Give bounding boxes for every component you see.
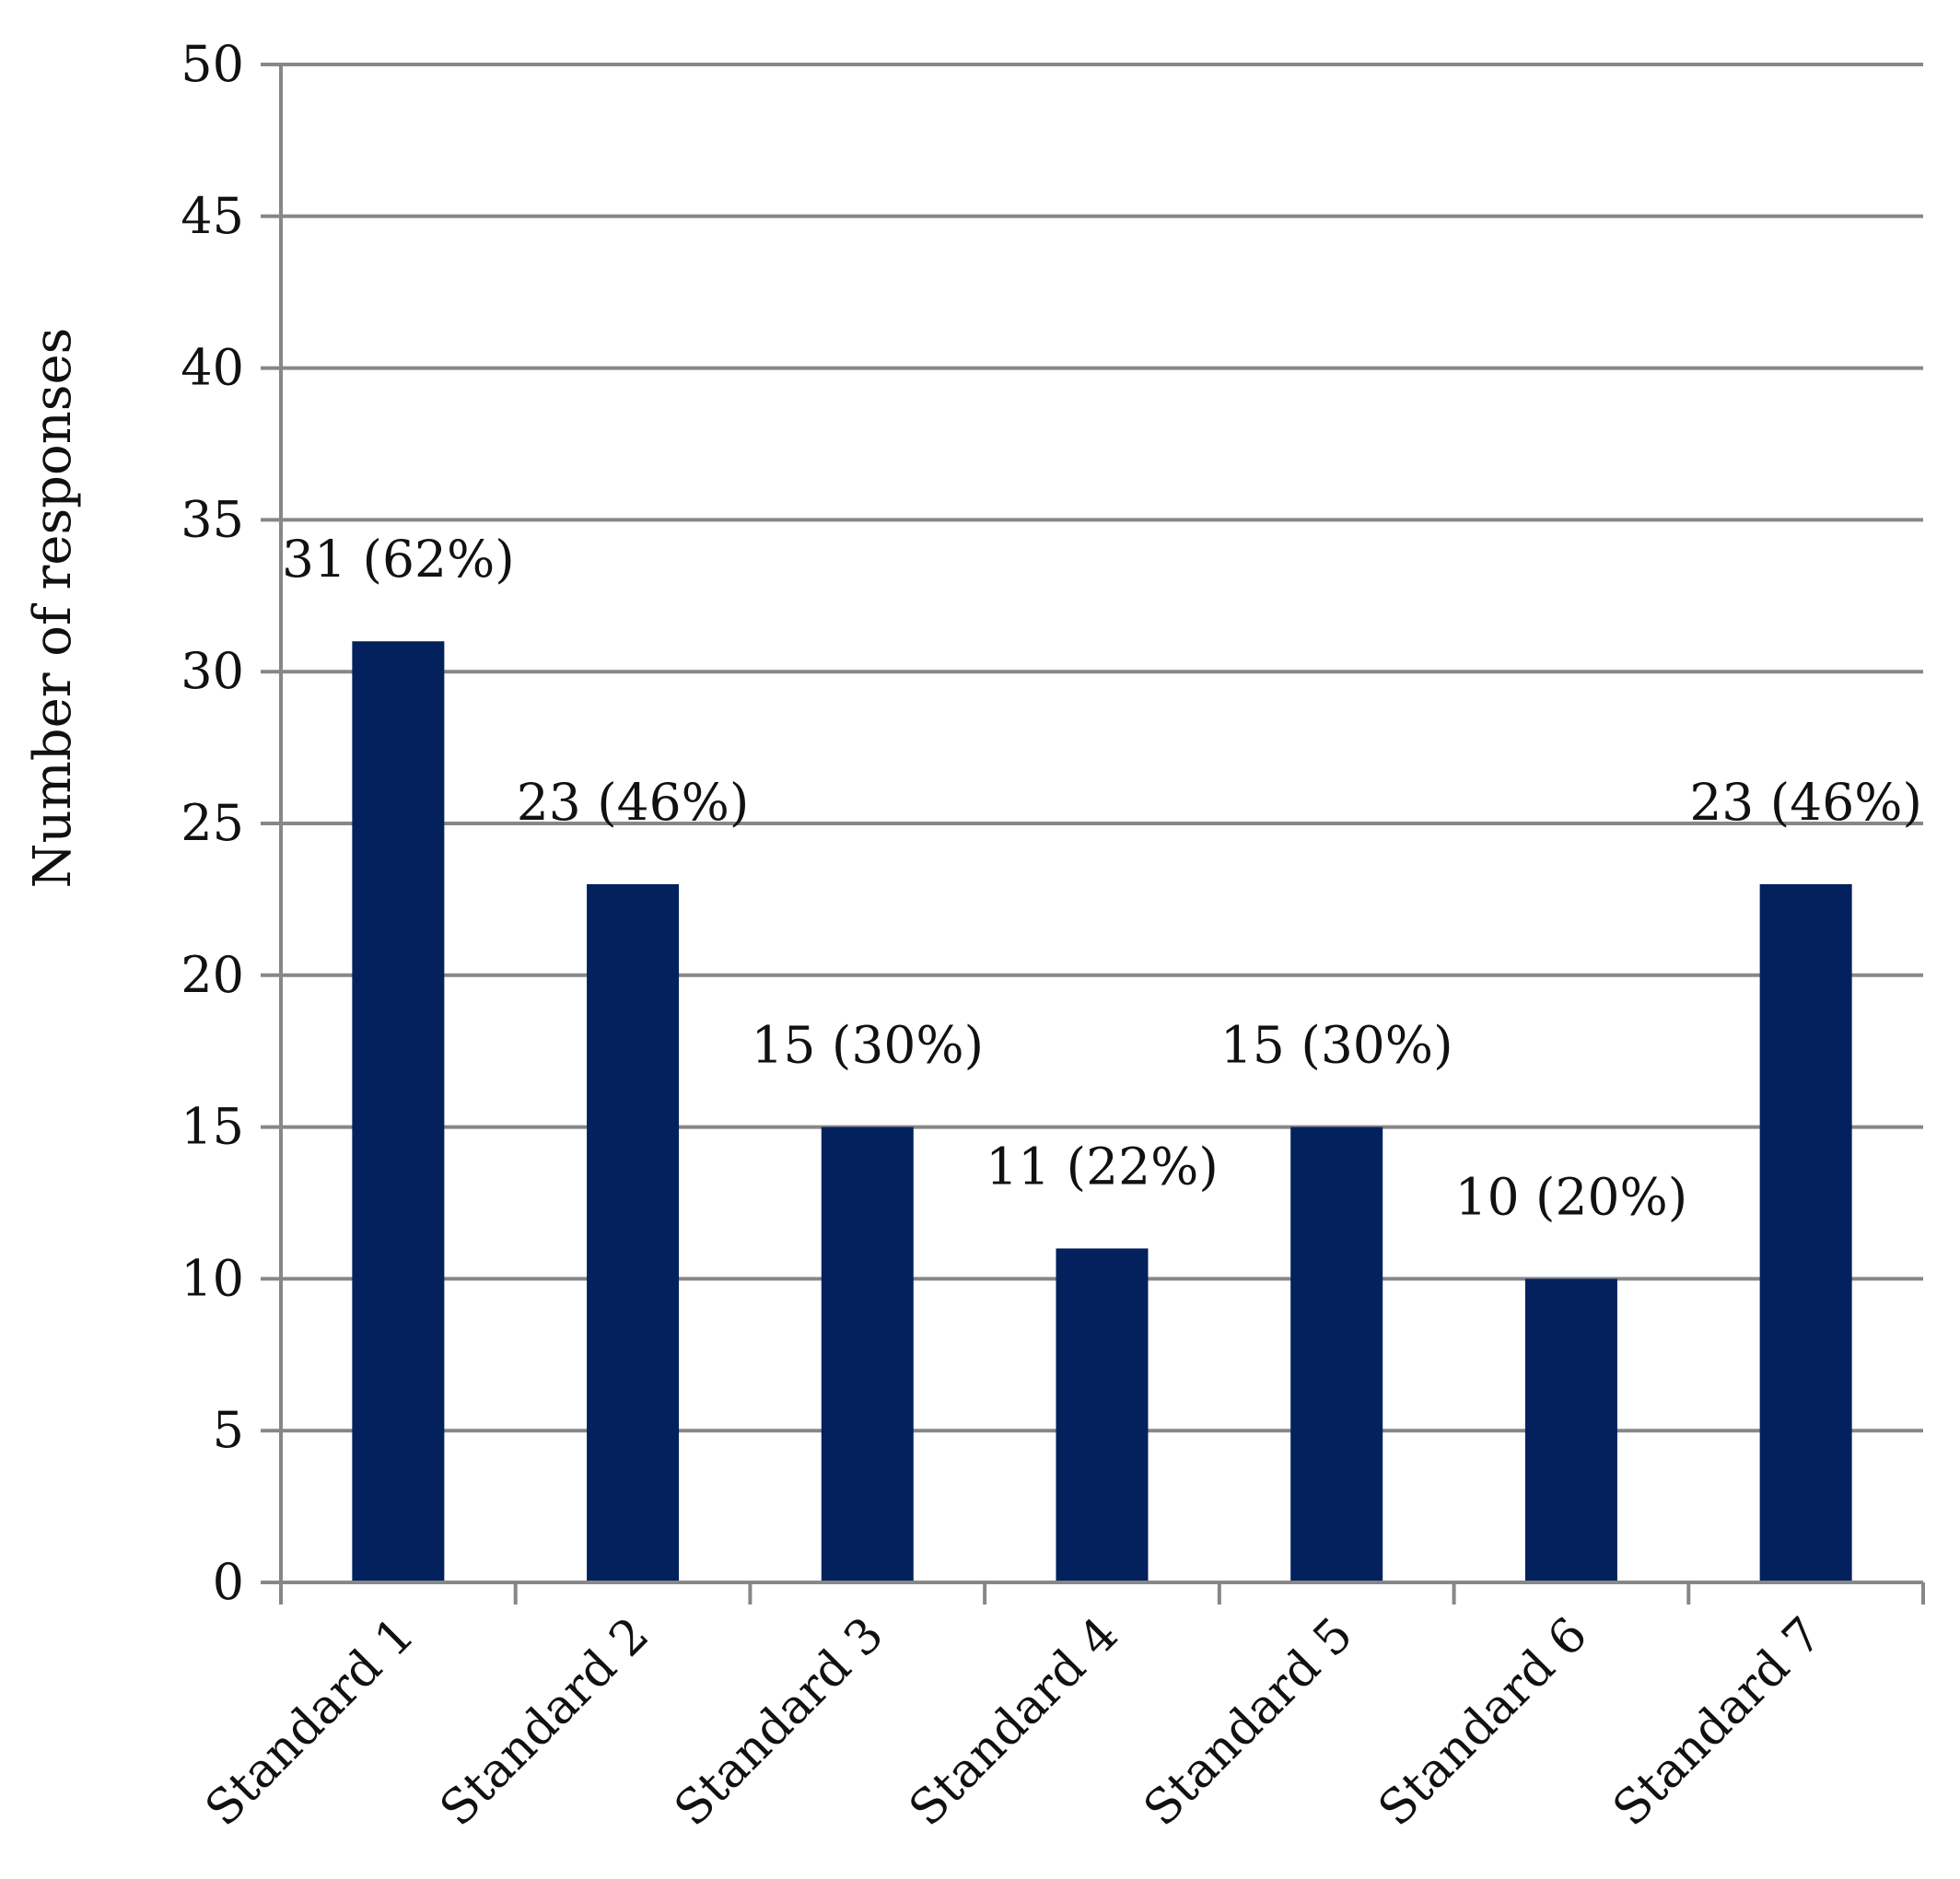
data-label: 23 (46%): [517, 773, 750, 832]
data-label: 31 (62%): [282, 530, 515, 589]
y-tick-label: 5: [213, 1401, 244, 1459]
bar: [1290, 1126, 1383, 1582]
y-tick-label: 10: [181, 1249, 244, 1307]
x-category-label: Standard 3: [664, 1607, 894, 1838]
y-tick-label: 35: [181, 490, 244, 548]
grid-lines: [281, 63, 1923, 1433]
data-label: 11 (22%): [986, 1137, 1219, 1196]
x-category-label: Standard 7: [1603, 1607, 1833, 1838]
x-category-label: Standard 6: [1368, 1607, 1598, 1838]
y-tick-label: 40: [181, 339, 244, 397]
data-labels: 31 (62%) 23 (46%) 15 (30%) 11 (22%) 15 (30%)…: [282, 530, 1922, 1226]
data-label: 15 (30%): [1220, 1016, 1453, 1075]
bar: [352, 641, 445, 1582]
bar: [1759, 883, 1852, 1582]
y-tick-label: 50: [181, 35, 244, 93]
y-tick-label: 20: [181, 946, 244, 1004]
axes: [261, 63, 1925, 1605]
x-category-label: Standard 4: [899, 1607, 1129, 1838]
bar: [587, 883, 680, 1582]
bar: [821, 1126, 914, 1582]
y-tick-label: 30: [181, 642, 244, 700]
x-category-label: Standard 1: [195, 1607, 426, 1838]
y-tick-label: 25: [181, 794, 244, 852]
x-category-label: Standard 2: [430, 1607, 660, 1838]
y-tick-label: 0: [213, 1553, 244, 1611]
data-label: 23 (46%): [1689, 773, 1922, 832]
y-tick-label: 15: [181, 1098, 244, 1156]
x-category-labels: Standard 1 Standard 2 Standard 3 Standard 4…: [195, 1607, 1833, 1838]
data-label: 15 (30%): [751, 1016, 984, 1075]
bars: [352, 641, 1852, 1582]
bar: [1056, 1248, 1149, 1582]
x-category-label: Standard 5: [1134, 1607, 1364, 1838]
y-tick-labels: 0 5 10 15 20 25 30 35 40 45 50: [181, 35, 244, 1611]
y-tick-label: 45: [181, 187, 244, 245]
bar: [1524, 1278, 1617, 1582]
data-label: 10 (20%): [1455, 1167, 1688, 1226]
y-axis-title: Number of responses: [23, 328, 83, 889]
